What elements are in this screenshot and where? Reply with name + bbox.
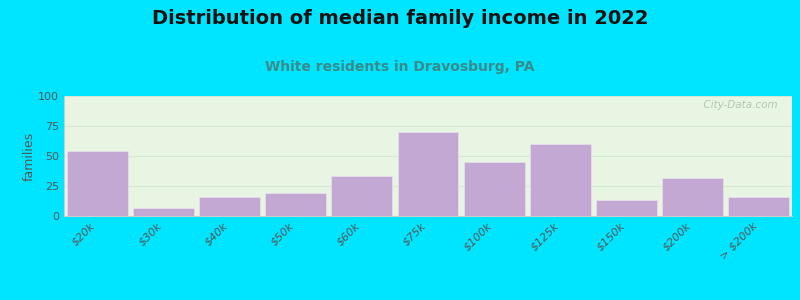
Bar	[729, 197, 790, 216]
Text: Distribution of median family income in 2022: Distribution of median family income in …	[152, 9, 648, 28]
Text: City-Data.com: City-Data.com	[697, 100, 778, 110]
Text: White residents in Dravosburg, PA: White residents in Dravosburg, PA	[266, 60, 534, 74]
Bar	[530, 144, 591, 216]
Bar	[199, 197, 260, 216]
Bar	[265, 193, 326, 216]
Bar	[662, 178, 723, 216]
Bar	[596, 200, 657, 216]
Y-axis label: families: families	[22, 131, 35, 181]
Bar	[464, 162, 525, 216]
Bar	[398, 132, 458, 216]
Bar	[66, 151, 127, 216]
Bar	[331, 176, 392, 216]
Bar	[133, 208, 194, 216]
